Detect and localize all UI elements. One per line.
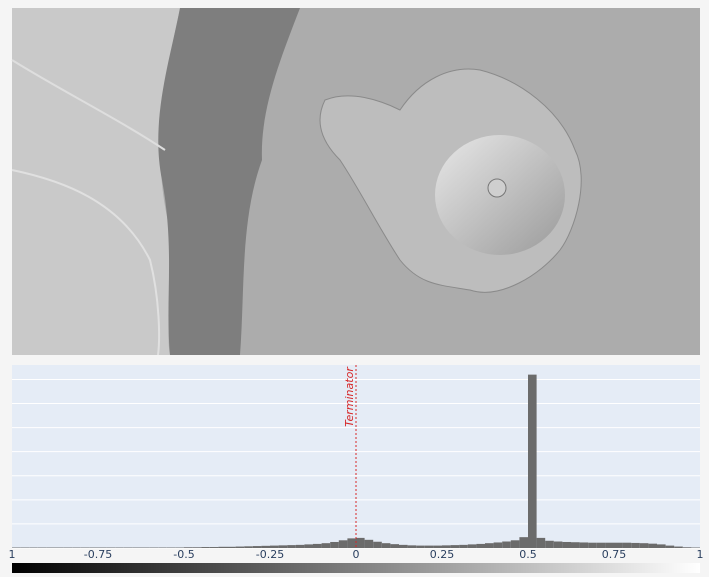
colorbar	[12, 563, 700, 573]
bar	[373, 542, 382, 548]
bar	[666, 546, 675, 548]
bar	[399, 545, 408, 548]
page: {"chart_data": {"type": "histogram", "bi…	[0, 0, 709, 573]
bar	[322, 543, 331, 548]
x-tick-label: 0.5	[519, 548, 537, 561]
bar	[330, 542, 339, 548]
bar	[519, 537, 528, 548]
bar	[640, 543, 649, 548]
screen: 1 -0.75 -0.5 -0.25 0 0.25 0.5 0.75 1 Terminator	[0, 0, 709, 573]
bar	[416, 546, 425, 548]
bar	[313, 544, 322, 548]
bar	[674, 547, 683, 548]
annotation-label: Terminator	[343, 366, 356, 427]
bar	[631, 543, 640, 548]
bar	[227, 547, 236, 548]
x-tick-label: 0.75	[602, 548, 627, 561]
bar	[502, 541, 511, 548]
x-tick-label: 1	[697, 548, 704, 561]
bar	[468, 544, 477, 548]
bar	[528, 375, 537, 548]
bar	[588, 543, 597, 548]
bar	[511, 540, 520, 548]
x-tick-label: -0.5	[173, 548, 194, 561]
x-tick-label: -0.25	[256, 548, 284, 561]
bar	[210, 547, 219, 548]
bar	[459, 545, 468, 548]
bar	[218, 547, 227, 548]
bar	[571, 542, 580, 548]
bar	[244, 546, 253, 548]
bar	[683, 547, 692, 548]
bar	[494, 542, 503, 548]
bar	[562, 542, 571, 548]
plot-area	[12, 365, 700, 548]
bar	[382, 543, 391, 548]
bar	[554, 541, 563, 548]
hillshade-image	[12, 8, 700, 355]
bar	[390, 544, 399, 548]
bar	[476, 544, 485, 548]
bar	[580, 542, 589, 548]
x-tick-label: 1	[9, 548, 16, 561]
x-tick-label: 0.25	[430, 548, 455, 561]
bar	[365, 540, 374, 548]
bar	[657, 544, 666, 548]
bar	[485, 543, 494, 548]
x-tick-label: 0	[353, 548, 360, 561]
x-tick-label: -0.75	[84, 548, 112, 561]
bar	[356, 538, 365, 548]
bar	[304, 544, 313, 548]
bar	[236, 547, 245, 548]
bar	[201, 547, 210, 548]
bar	[287, 545, 296, 548]
bar	[545, 541, 554, 548]
bar	[537, 538, 546, 548]
bar	[408, 545, 417, 548]
bar	[347, 538, 356, 548]
bar	[339, 540, 348, 548]
bar	[648, 544, 657, 548]
bar	[296, 545, 305, 548]
